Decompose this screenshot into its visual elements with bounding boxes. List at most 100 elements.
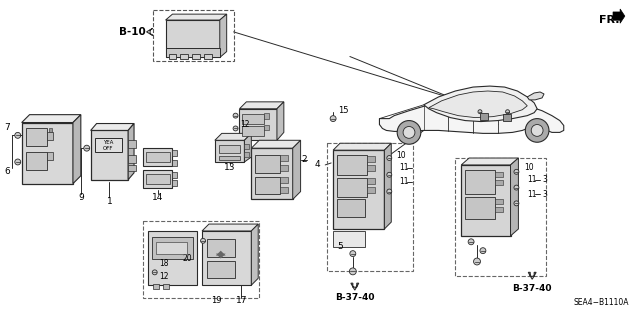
Bar bbox=[465, 197, 495, 219]
Bar bbox=[255, 155, 280, 173]
Bar bbox=[244, 144, 250, 149]
Bar bbox=[207, 239, 235, 256]
Text: 11: 11 bbox=[527, 190, 537, 199]
Bar bbox=[367, 156, 374, 162]
Text: 13: 13 bbox=[224, 163, 236, 172]
Bar bbox=[22, 122, 73, 184]
Bar bbox=[49, 129, 52, 132]
Text: 15: 15 bbox=[338, 106, 349, 115]
Text: SEA4−B1110A: SEA4−B1110A bbox=[573, 298, 629, 308]
Text: B-10: B-10 bbox=[119, 27, 146, 37]
Circle shape bbox=[480, 248, 486, 254]
Text: 5: 5 bbox=[337, 242, 343, 251]
Bar bbox=[243, 114, 264, 123]
Bar bbox=[337, 155, 367, 175]
Polygon shape bbox=[147, 28, 153, 35]
Text: 9: 9 bbox=[78, 193, 84, 202]
Bar bbox=[495, 180, 502, 185]
Polygon shape bbox=[91, 123, 134, 130]
Polygon shape bbox=[511, 158, 518, 236]
Circle shape bbox=[387, 172, 392, 177]
Bar bbox=[148, 231, 197, 285]
Circle shape bbox=[468, 239, 474, 245]
Text: YEA
OFF: YEA OFF bbox=[103, 140, 114, 151]
Text: FR.: FR. bbox=[599, 15, 620, 25]
Bar bbox=[215, 140, 244, 162]
Bar bbox=[166, 20, 220, 57]
Circle shape bbox=[15, 159, 20, 165]
Circle shape bbox=[152, 270, 157, 275]
Bar bbox=[219, 145, 241, 153]
Text: 18: 18 bbox=[159, 259, 169, 268]
Circle shape bbox=[514, 185, 519, 190]
Polygon shape bbox=[216, 254, 226, 258]
Circle shape bbox=[200, 238, 205, 243]
Bar bbox=[243, 127, 264, 136]
Bar bbox=[480, 113, 488, 120]
Polygon shape bbox=[528, 272, 536, 279]
Text: 1: 1 bbox=[106, 197, 112, 206]
Circle shape bbox=[514, 169, 519, 174]
Polygon shape bbox=[385, 143, 391, 229]
Bar bbox=[180, 54, 188, 59]
Circle shape bbox=[387, 156, 392, 160]
Bar bbox=[153, 10, 234, 62]
Circle shape bbox=[350, 251, 356, 256]
Circle shape bbox=[478, 110, 482, 114]
Bar bbox=[495, 207, 502, 212]
Bar bbox=[192, 54, 200, 59]
Bar bbox=[367, 187, 374, 192]
Text: 19: 19 bbox=[212, 296, 222, 305]
Bar bbox=[280, 187, 288, 192]
Polygon shape bbox=[128, 123, 134, 180]
Polygon shape bbox=[216, 251, 226, 256]
Bar bbox=[502, 114, 511, 121]
Text: 14: 14 bbox=[152, 193, 163, 202]
Circle shape bbox=[403, 127, 415, 138]
Polygon shape bbox=[613, 9, 625, 23]
Polygon shape bbox=[220, 14, 227, 57]
Bar bbox=[95, 138, 122, 152]
Bar bbox=[146, 174, 170, 184]
Bar bbox=[128, 165, 136, 171]
Bar bbox=[143, 221, 259, 298]
Circle shape bbox=[474, 258, 481, 265]
Text: 12: 12 bbox=[159, 272, 169, 281]
Bar bbox=[264, 113, 269, 119]
Circle shape bbox=[330, 116, 336, 122]
Polygon shape bbox=[424, 86, 537, 122]
Bar bbox=[172, 160, 177, 166]
Text: 11: 11 bbox=[399, 177, 409, 186]
Bar bbox=[280, 177, 288, 183]
Bar bbox=[333, 150, 385, 229]
Text: 3: 3 bbox=[542, 190, 547, 199]
Text: 17: 17 bbox=[236, 296, 247, 305]
Polygon shape bbox=[277, 102, 284, 140]
Circle shape bbox=[514, 201, 519, 206]
Bar bbox=[153, 284, 159, 289]
Bar bbox=[91, 130, 128, 180]
Polygon shape bbox=[351, 283, 359, 290]
Bar bbox=[152, 237, 193, 258]
Polygon shape bbox=[244, 133, 252, 162]
Polygon shape bbox=[429, 91, 527, 118]
Bar bbox=[26, 129, 47, 146]
Bar bbox=[172, 150, 177, 156]
Bar bbox=[252, 148, 292, 199]
Text: 10: 10 bbox=[524, 163, 534, 172]
Bar bbox=[255, 177, 280, 195]
Polygon shape bbox=[166, 14, 227, 20]
Bar bbox=[465, 170, 495, 194]
Text: 3: 3 bbox=[542, 175, 547, 184]
Text: 6: 6 bbox=[4, 167, 10, 176]
Bar bbox=[367, 165, 374, 171]
Bar bbox=[166, 48, 220, 57]
Text: 10: 10 bbox=[396, 151, 406, 160]
Polygon shape bbox=[461, 158, 518, 165]
Text: 11: 11 bbox=[399, 163, 409, 172]
Bar bbox=[495, 172, 502, 177]
Bar bbox=[47, 152, 53, 160]
Text: 12: 12 bbox=[241, 120, 250, 129]
Bar bbox=[204, 54, 212, 59]
Bar bbox=[219, 156, 241, 160]
